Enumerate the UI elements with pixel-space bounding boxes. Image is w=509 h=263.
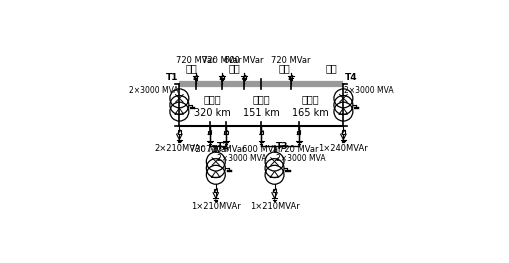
- Bar: [193, 75, 197, 79]
- Text: 2×3000 MVA: 2×3000 MVA: [216, 154, 266, 163]
- Text: 沪西: 沪西: [325, 63, 336, 73]
- Text: 720 MVar: 720 MVar: [270, 55, 310, 65]
- Text: 皖南: 皖南: [228, 63, 239, 73]
- Text: 720 MVar: 720 MVar: [176, 55, 215, 65]
- Text: 淮南: 淮南: [185, 63, 197, 73]
- Text: T2: T2: [216, 142, 229, 151]
- Text: 600 MVar: 600 MVar: [241, 145, 280, 154]
- Text: 165 km: 165 km: [291, 108, 328, 118]
- Text: 1×240MVAr: 1×240MVAr: [318, 144, 367, 153]
- Bar: [214, 189, 217, 192]
- Text: 320 km: 320 km: [194, 108, 231, 118]
- Text: T3: T3: [275, 142, 288, 151]
- Text: 720 MVar: 720 MVar: [278, 145, 318, 154]
- Bar: [272, 189, 275, 192]
- Text: T1: T1: [165, 73, 178, 82]
- Bar: [208, 131, 211, 134]
- Text: 151 km: 151 km: [242, 108, 279, 118]
- Text: 600 MVar: 600 MVar: [224, 55, 263, 65]
- Text: 2×210MVAr: 2×210MVAr: [154, 144, 204, 153]
- Text: 浙北: 浙北: [278, 63, 290, 73]
- Text: 2×3000 MVA: 2×3000 MVA: [128, 86, 178, 95]
- Text: 1×210MVAr: 1×210MVAr: [190, 202, 240, 211]
- Text: 720 MVar: 720 MVar: [190, 145, 229, 154]
- Text: 淮皖线: 淮皖线: [204, 94, 221, 104]
- Bar: [224, 131, 227, 134]
- Text: 2×3000 MVA: 2×3000 MVA: [275, 154, 325, 163]
- Bar: [259, 131, 263, 134]
- Text: 皖浙线: 皖浙线: [252, 94, 270, 104]
- Bar: [178, 130, 181, 134]
- Text: 720 MVar: 720 MVar: [206, 145, 245, 154]
- Bar: [242, 75, 245, 79]
- Text: 720 MVar: 720 MVar: [202, 55, 241, 65]
- Text: 2×3000 MVA: 2×3000 MVA: [344, 86, 393, 95]
- Bar: [289, 75, 292, 79]
- Text: T4: T4: [344, 73, 356, 82]
- Bar: [220, 75, 223, 79]
- Text: 1×210MVAr: 1×210MVAr: [249, 202, 299, 211]
- Bar: [297, 131, 300, 134]
- Bar: [341, 130, 344, 134]
- Text: 浙沪线: 浙沪线: [301, 94, 318, 104]
